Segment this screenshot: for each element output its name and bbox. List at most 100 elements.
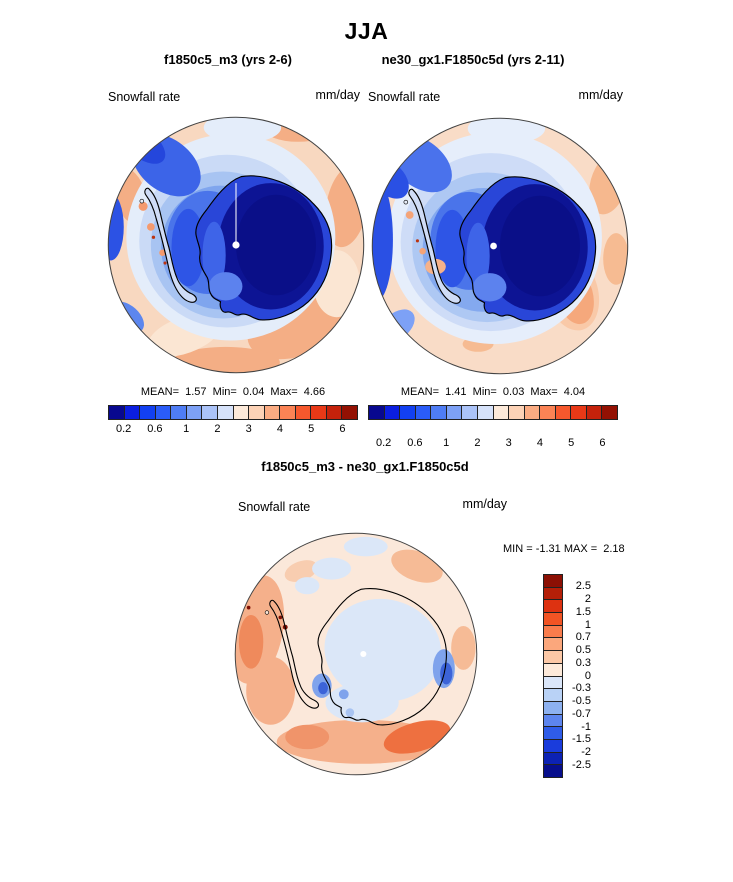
left-variable-label: Snowfall rate	[108, 90, 181, 104]
colorbar-segment	[109, 406, 124, 419]
diff-colorbar-label: 0.7	[575, 631, 591, 644]
right-units-label: mm/day	[578, 88, 623, 102]
diff-colorbar-label: -1.5	[572, 733, 591, 746]
diff-colorbar-label: -1	[581, 720, 591, 733]
colorbar-segment	[216, 406, 233, 419]
diff-colorbar-label: -2.5	[572, 758, 591, 771]
colorbar-tick-label: 2	[474, 437, 481, 449]
colorbar-tick-label: 0.2	[375, 437, 392, 449]
colorbar-tick-label: 3	[245, 423, 252, 435]
colorbar-segment	[185, 406, 202, 419]
colorbar-tick-label: 4	[276, 423, 283, 435]
colorbar-segment	[414, 406, 431, 419]
colorbar-segment	[585, 406, 602, 419]
colorbar-segment	[554, 406, 571, 419]
diff-units-label: mm/day	[462, 497, 507, 511]
colorbar-tick-label: 2	[214, 423, 221, 435]
diff-colorbar-label: -0.7	[572, 707, 591, 720]
colorbar-segment	[341, 406, 357, 419]
right-colorbar	[368, 405, 618, 420]
diff-colorbar-label: 1.5	[575, 605, 591, 618]
right-variable-label: Snowfall rate	[368, 90, 441, 104]
left-snowfall-map	[107, 116, 365, 374]
colorbar-segment	[123, 406, 140, 419]
colorbar-segment	[383, 406, 400, 419]
left-units-label: mm/day	[315, 88, 360, 102]
diff-colorbar-label: 2.5	[575, 580, 591, 593]
colorbar-segment	[539, 406, 555, 419]
colorbar-segment	[279, 406, 295, 419]
colorbar-segment	[369, 406, 384, 419]
diff-colorbar-label: 1	[584, 618, 591, 631]
left-panel-title: f1850c5_m3 (yrs 2-6)	[164, 52, 292, 67]
colorbar-segment	[544, 624, 562, 638]
colorbar-segment	[544, 751, 562, 765]
colorbar-segment	[544, 688, 562, 701]
colorbar-tick-label: 4	[536, 437, 543, 449]
colorbar-segment	[430, 406, 446, 419]
diff-colorbar-label: 0	[584, 669, 591, 682]
colorbar-tick-label: 6	[599, 437, 606, 449]
colorbar-tick-label: 1	[183, 423, 190, 435]
page-title: JJA	[344, 18, 389, 44]
colorbar-tick-label: 6	[339, 423, 346, 435]
colorbar-tick-label: 0.6	[407, 437, 423, 449]
colorbar-segment	[544, 612, 562, 625]
colorbar-segment	[544, 650, 562, 663]
colorbar-segment	[248, 406, 264, 419]
colorbar-tick-label: 5	[308, 423, 315, 435]
colorbar-tick-label: 0.6	[147, 423, 163, 435]
colorbar-segment	[139, 406, 155, 419]
left-colorbar-ticks: 0.2 0.6 1 2 3 4 5 6	[108, 423, 358, 437]
right-colorbar-ticks: 0.2 0.6 1 2 3 4 5 6	[368, 437, 618, 451]
diff-variable-label: Snowfall rate	[238, 500, 311, 514]
colorbar-segment	[263, 406, 280, 419]
colorbar-segment	[232, 406, 249, 419]
colorbar-segment	[544, 575, 562, 587]
right-panel-title: ne30_gx1.F1850c5d (yrs 2-11)	[381, 52, 565, 67]
colorbar-segment	[310, 406, 326, 419]
diff-colorbar-label: -2	[581, 746, 591, 758]
diff-colorbar	[543, 574, 563, 778]
colorbar-segment	[170, 406, 186, 419]
colorbar-segment	[154, 406, 171, 419]
colorbar-tick-label: 5	[568, 437, 575, 449]
left-stats: MEAN= 1.57 Min= 0.04 Max= 4.66	[140, 386, 326, 398]
difference-map	[234, 532, 478, 776]
colorbar-segment	[201, 406, 217, 419]
colorbar-segment	[544, 726, 562, 739]
colorbar-segment	[492, 406, 509, 419]
colorbar-segment	[544, 738, 562, 752]
colorbar-segment	[544, 764, 562, 777]
colorbar-tick-label: 0.2	[115, 423, 132, 435]
diff-colorbar-label: 0.3	[575, 656, 591, 669]
colorbar-segment	[544, 700, 562, 714]
colorbar-segment	[544, 662, 562, 676]
diff-panel-title: f1850c5_m3 - ne30_gx1.F1850c5d	[261, 459, 469, 474]
diff-stats: MIN = -1.31 MAX = 2.18	[503, 543, 625, 555]
colorbar-segment	[325, 406, 342, 419]
diff-colorbar-label: 0.5	[575, 644, 591, 656]
colorbar-segment	[508, 406, 524, 419]
diff-colorbar-label: -0.3	[572, 682, 591, 695]
diff-colorbar-label: 2	[584, 593, 591, 605]
colorbar-segment	[544, 713, 562, 727]
colorbar-segment	[399, 406, 415, 419]
colorbar-segment	[294, 406, 311, 419]
colorbar-segment	[523, 406, 540, 419]
colorbar-tick-label: 3	[505, 437, 512, 449]
right-snowfall-map	[371, 117, 629, 375]
colorbar-segment	[476, 406, 493, 419]
diff-colorbar-label: -0.5	[572, 695, 591, 707]
colorbar-segment	[570, 406, 586, 419]
colorbar-tick-label: 1	[443, 437, 450, 449]
colorbar-segment	[544, 599, 562, 613]
colorbar-segment	[544, 675, 562, 689]
colorbar-segment	[544, 637, 562, 651]
left-colorbar	[108, 405, 358, 420]
colorbar-segment	[601, 406, 617, 419]
right-stats: MEAN= 1.41 Min= 0.03 Max= 4.04	[400, 386, 586, 398]
colorbar-segment	[445, 406, 462, 419]
diff-colorbar-labels: 2.5 2 1.5 1 0.7 0.5 0.3 0 -0.3 -0.5 -0.7 -1 -1.5 -2 -2…	[565, 574, 595, 778]
